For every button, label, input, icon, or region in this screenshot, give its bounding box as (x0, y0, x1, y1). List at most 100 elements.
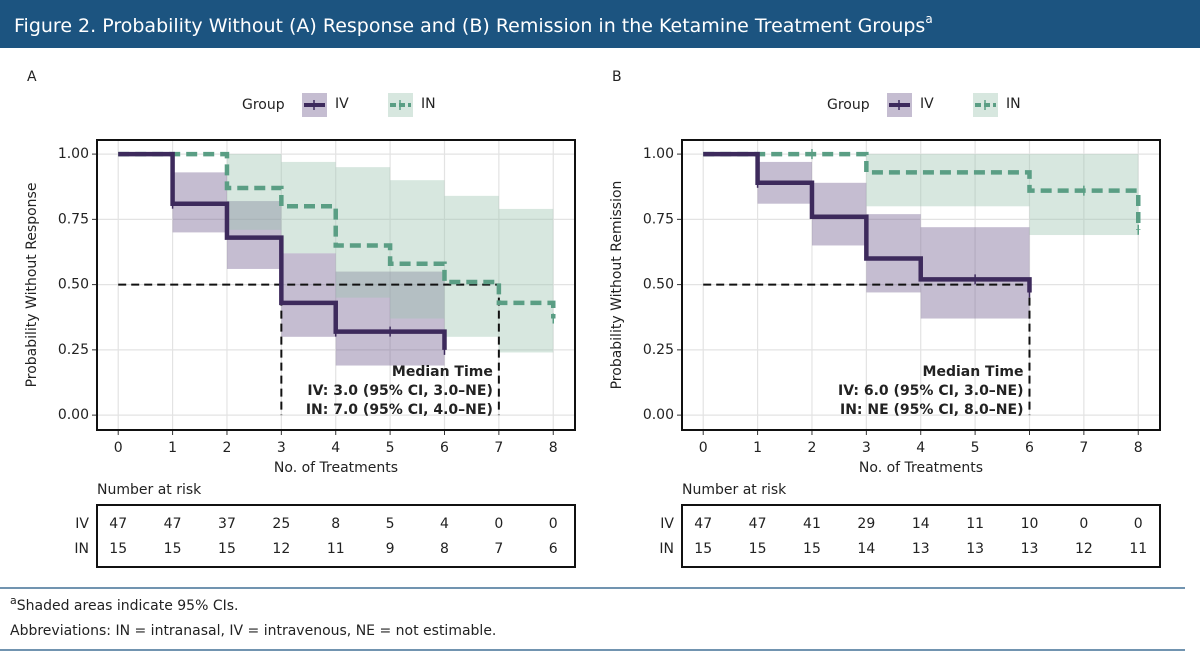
risk-count: 47 (749, 516, 767, 532)
x-tick-label: 3 (277, 440, 286, 456)
risk-count: 10 (1021, 516, 1039, 532)
legend-title: Group (827, 97, 870, 113)
panel-label: A (27, 69, 37, 85)
footnote: aShaded areas indicate 95% CIs. (10, 594, 238, 614)
annotation: Median Time (392, 364, 493, 380)
risk-count: 15 (694, 541, 712, 557)
y-axis-label: Probability Without Response (24, 183, 40, 388)
x-axis-label: No. of Treatments (859, 460, 983, 476)
x-tick-label: 7 (494, 440, 503, 456)
x-tick-label: 1 (168, 440, 177, 456)
risk-count: 11 (327, 541, 345, 557)
y-tick-label: 0.25 (58, 342, 89, 358)
x-tick-label: 0 (699, 440, 708, 456)
legend-label: IN (1006, 96, 1021, 112)
y-tick-label: 0.50 (643, 277, 674, 293)
plot-border (96, 139, 576, 431)
risk-count: 4 (440, 516, 449, 532)
legend-label: IN (421, 96, 436, 112)
risk-row-label: IV (75, 516, 89, 532)
y-tick-label: 1.00 (58, 146, 89, 162)
ci-band (281, 253, 336, 337)
annotation: IN: 7.0 (95% CI, 4.0–NE) (306, 402, 493, 418)
ci-band (866, 214, 921, 293)
footnote-abbreviations: Abbreviations: IN = intranasal, IV = int… (10, 623, 496, 639)
risk-table-title: Number at risk (682, 482, 787, 498)
risk-count: 29 (857, 516, 875, 532)
y-tick-label: 0.50 (58, 277, 89, 293)
legend-title: Group (242, 97, 285, 113)
x-tick-label: 8 (1134, 440, 1143, 456)
ci-band (226, 154, 282, 230)
x-tick-label: 2 (808, 440, 817, 456)
risk-count: 11 (1129, 541, 1147, 557)
ci-band (335, 167, 391, 298)
x-tick-label: 1 (753, 440, 762, 456)
y-tick-label: 0.75 (643, 211, 674, 227)
ci-band (390, 271, 445, 366)
x-tick-label: 5 (971, 440, 980, 456)
y-axis-label: Probability Without Remission (609, 181, 625, 390)
risk-count: 8 (440, 541, 449, 557)
y-tick-label: 0.00 (58, 407, 89, 423)
risk-count: 47 (164, 516, 182, 532)
risk-count: 37 (218, 516, 236, 532)
risk-count: 12 (272, 541, 290, 557)
risk-count: 15 (109, 541, 127, 557)
x-tick-label: 5 (386, 440, 395, 456)
annotation: Median Time (923, 364, 1024, 380)
survival-line (703, 151, 1141, 230)
risk-count: 11 (966, 516, 984, 532)
annotation: IN: NE (95% CI, 8.0–NE) (840, 402, 1024, 418)
risk-row-label: IV (660, 516, 674, 532)
figure-title: Figure 2. Probability Without (A) Respon… (14, 12, 933, 37)
ci-band (390, 180, 445, 319)
y-tick-label: 0.00 (643, 407, 674, 423)
ci-band (811, 182, 867, 246)
risk-table-border (681, 504, 1161, 568)
legend-label: IV (335, 96, 349, 112)
risk-row-label: IN (74, 541, 89, 557)
risk-count: 13 (1021, 541, 1039, 557)
y-tick-label: 0.75 (58, 211, 89, 227)
survival-line (118, 151, 556, 319)
risk-count: 6 (549, 541, 558, 557)
risk-count: 15 (218, 541, 236, 557)
risk-count: 5 (386, 516, 395, 532)
x-tick-label: 4 (331, 440, 340, 456)
y-tick-label: 1.00 (643, 146, 674, 162)
ci-band (920, 227, 976, 319)
ci-band (226, 201, 282, 269)
risk-count: 0 (549, 516, 558, 532)
annotation: IV: 3.0 (95% CI, 3.0–NE) (307, 383, 493, 399)
risk-count: 41 (803, 516, 821, 532)
risk-count: 15 (803, 541, 821, 557)
risk-count: 0 (1134, 516, 1143, 532)
legend-label: IV (920, 96, 934, 112)
ci-band (866, 154, 1030, 207)
x-tick-label: 2 (223, 440, 232, 456)
risk-count: 7 (494, 541, 503, 557)
risk-count: 12 (1075, 541, 1093, 557)
annotation: IV: 6.0 (95% CI, 3.0–NE) (838, 383, 1024, 399)
x-tick-label: 6 (440, 440, 449, 456)
risk-count: 14 (912, 516, 930, 532)
risk-count: 25 (272, 516, 290, 532)
x-tick-label: 0 (114, 440, 123, 456)
x-axis-label: No. of Treatments (274, 460, 398, 476)
risk-count: 0 (1079, 516, 1088, 532)
risk-count: 15 (749, 541, 767, 557)
risk-table-border (96, 504, 576, 568)
risk-count: 9 (386, 541, 395, 557)
risk-count: 15 (164, 541, 182, 557)
risk-count: 13 (912, 541, 930, 557)
risk-count: 14 (857, 541, 875, 557)
risk-row-label: IN (659, 541, 674, 557)
risk-count: 47 (109, 516, 127, 532)
x-tick-label: 6 (1025, 440, 1034, 456)
plot-border (681, 139, 1161, 431)
risk-count: 47 (694, 516, 712, 532)
ci-band (975, 227, 1030, 319)
x-tick-label: 8 (549, 440, 558, 456)
